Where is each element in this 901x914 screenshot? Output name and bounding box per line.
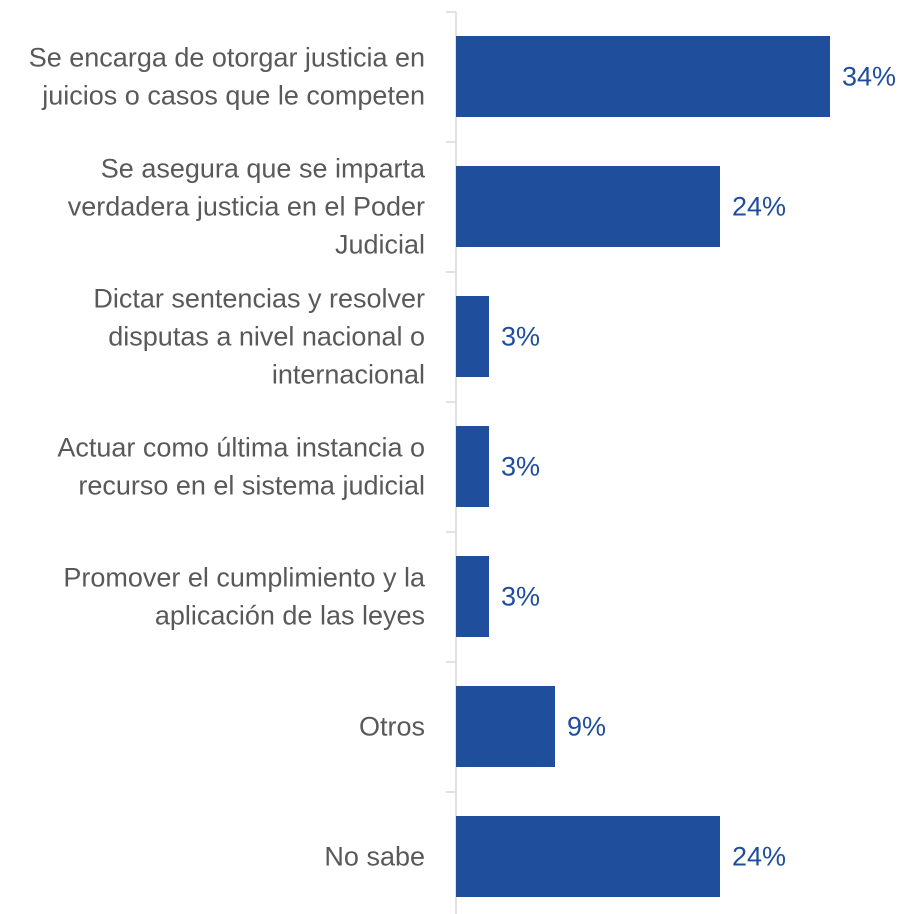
category-label-line: Judicial <box>335 230 425 260</box>
bar <box>456 686 555 767</box>
data-label: 34% <box>842 62 896 92</box>
category-label: Promover el cumplimiento y la aplicación … <box>63 563 426 631</box>
category-label: Se encarga de otorgar justicia en juicios… <box>29 43 425 111</box>
category-label-line: Otros <box>359 712 425 742</box>
category-label: Actuar como última instancia o recurso en… <box>57 433 425 501</box>
data-label: 24% <box>732 842 786 872</box>
category-label-line: No sabe <box>324 842 425 872</box>
bar <box>456 166 720 247</box>
data-label: 3% <box>501 452 540 482</box>
data-label: 24% <box>732 192 786 222</box>
bar <box>456 296 489 377</box>
bar <box>456 556 489 637</box>
category-label-line: recurso en el sistema judicial <box>78 471 425 501</box>
category-label-line: Actuar como última instancia o <box>57 433 425 463</box>
category-label-line: disputas a nivel nacional o <box>108 322 425 352</box>
category-label-line: Se encarga de otorgar justicia en <box>29 43 425 73</box>
category-label: Se asegura que se imparta verdadera justi… <box>68 154 426 260</box>
category-label-line: Se asegura que se imparta <box>101 154 426 184</box>
data-label: 9% <box>567 712 606 742</box>
category-label-line: verdadera justicia en el Poder <box>68 192 425 222</box>
category-label-line: aplicación de las leyes <box>155 601 425 631</box>
category-label: Dictar sentencias y resolver disputas a n… <box>93 284 425 390</box>
category-label: No sabe <box>324 842 425 872</box>
bar <box>456 36 830 117</box>
bar <box>456 816 720 897</box>
category-label-line: Dictar sentencias y resolver <box>93 284 425 314</box>
category-label-line: juicios o casos que le competen <box>41 81 425 111</box>
bar <box>456 426 489 507</box>
category-label: Otros <box>359 712 425 742</box>
category-label-line: internacional <box>272 360 425 390</box>
data-label: 3% <box>501 322 540 352</box>
category-label-line: Promover el cumplimiento y la <box>63 563 426 593</box>
data-label: 3% <box>501 582 540 612</box>
